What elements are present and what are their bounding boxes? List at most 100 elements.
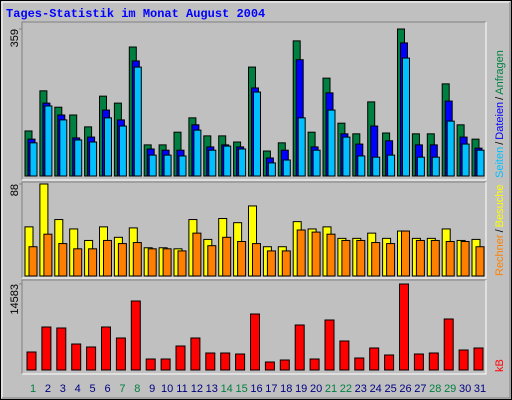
bar [73, 248, 83, 277]
bar [294, 324, 305, 371]
bar [473, 347, 484, 371]
bar [115, 337, 126, 371]
bar [309, 358, 320, 371]
bar [177, 250, 187, 277]
x-tick-label: 8 [134, 383, 140, 395]
x-tick-label: 9 [149, 383, 155, 395]
x-tick-label: 15 [235, 383, 247, 395]
legend-separator: / [494, 228, 506, 232]
bar [41, 326, 52, 371]
panel-bevel [21, 21, 486, 180]
x-tick-label: 17 [265, 383, 277, 395]
bar [369, 347, 380, 371]
x-tick-label: 26 [399, 383, 411, 395]
bar [416, 156, 425, 177]
bar [282, 159, 291, 177]
bar [460, 241, 470, 277]
bar [266, 250, 276, 277]
bar [357, 155, 366, 177]
x-tick-label: 7 [119, 383, 125, 395]
legend: Rechner /Besuche [494, 185, 506, 276]
bar [71, 343, 82, 371]
x-tick-label: 19 [295, 383, 307, 395]
bar [413, 353, 424, 371]
bar [117, 243, 127, 277]
bar [428, 352, 439, 371]
bar [324, 319, 335, 371]
bar [192, 232, 202, 277]
bar [281, 250, 291, 277]
x-tick-label: 21 [325, 383, 337, 395]
bar [104, 117, 112, 177]
bar [342, 136, 351, 177]
legend-separator: / [494, 96, 506, 100]
bar [118, 125, 127, 177]
x-tick-label: 4 [75, 383, 81, 395]
bar [238, 148, 247, 177]
legend-entry: Seiten [494, 147, 506, 178]
panel-bevel [22, 22, 487, 181]
bar [56, 327, 67, 371]
bar [476, 149, 485, 177]
bar [88, 248, 98, 277]
y-tick-label: 88 [9, 184, 21, 196]
x-tick-label: 28 [429, 383, 441, 395]
x-tick-label: 1 [30, 383, 36, 395]
bar [443, 318, 454, 371]
bar [386, 243, 396, 277]
x-tick-label: 18 [280, 383, 292, 395]
bar [59, 119, 68, 177]
panel-bevel [21, 181, 486, 278]
x-tick-label: 3 [60, 383, 66, 395]
chart-title: Tages-Statistik im Monat August 2004 [6, 7, 265, 21]
bar [101, 326, 111, 371]
bar [237, 241, 247, 277]
panel-bevel [21, 279, 486, 374]
x-tick-label: 20 [310, 383, 322, 395]
bar [28, 246, 38, 277]
bar [279, 359, 290, 371]
x-tick-label: 22 [340, 383, 352, 395]
x-tick-label: 2 [45, 383, 51, 395]
bar [132, 242, 142, 277]
bar [103, 239, 112, 277]
bar [401, 230, 410, 277]
bar [461, 143, 470, 177]
bar [74, 139, 83, 177]
bar [431, 156, 440, 177]
bar [430, 239, 440, 277]
bar [475, 246, 485, 277]
bar [220, 352, 231, 371]
bar [458, 349, 469, 371]
x-tick-label: 27 [414, 383, 426, 395]
bar [267, 162, 276, 177]
bar [160, 358, 171, 371]
x-tick-label: 23 [355, 383, 367, 395]
bar [58, 243, 68, 277]
x-tick-label: 12 [191, 383, 203, 395]
bar [26, 351, 37, 371]
bar [163, 154, 172, 177]
bar [445, 241, 455, 277]
bar [371, 242, 381, 277]
bar [205, 352, 216, 371]
bar [175, 345, 186, 371]
y-tick-label: 359 [9, 29, 21, 47]
legend-entry: kB [494, 359, 506, 372]
x-tick-label: 16 [250, 383, 262, 395]
x-tick-label: 14 [221, 383, 233, 395]
bar [29, 142, 38, 177]
bar [130, 300, 141, 371]
bar [296, 229, 306, 277]
bar [86, 346, 97, 371]
bar [43, 233, 53, 277]
x-tick-label: 5 [90, 383, 96, 395]
bar [178, 155, 187, 177]
bar [208, 149, 217, 177]
bar [339, 340, 350, 371]
legend: kB [494, 359, 506, 372]
x-tick-label: 11 [176, 383, 187, 395]
bar [162, 248, 172, 277]
bar [207, 245, 217, 277]
